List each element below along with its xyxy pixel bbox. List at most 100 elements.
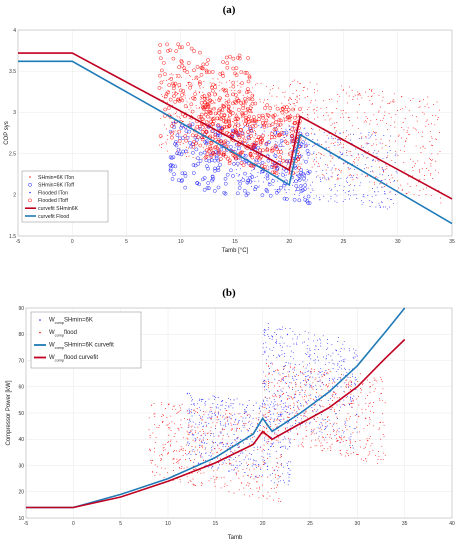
data-point: [397, 180, 399, 182]
data-point: [225, 462, 227, 464]
data-point: [163, 72, 167, 77]
data-point: [305, 352, 306, 354]
data-point: [170, 135, 174, 140]
data-point: [320, 422, 322, 423]
data-point: [315, 345, 317, 347]
data-point: [304, 412, 306, 414]
data-point: [318, 165, 320, 167]
data-point: [247, 141, 249, 143]
data-point: [343, 348, 345, 350]
data-point: [325, 436, 327, 438]
data-point: [171, 86, 176, 91]
data-point: [261, 405, 263, 407]
data-point: [268, 372, 270, 374]
data-point: [265, 435, 266, 437]
data-point: [318, 349, 319, 351]
data-point: [294, 366, 296, 368]
data-point: [344, 455, 346, 457]
data-point: [217, 457, 218, 459]
data-point: [262, 353, 264, 355]
data-point: [227, 119, 231, 123]
data-point: [183, 174, 188, 178]
data-point: [218, 435, 220, 437]
data-point: [347, 167, 349, 169]
data-point: [248, 414, 250, 416]
data-point: [358, 431, 360, 433]
data-point: [220, 108, 225, 113]
data-point: [293, 407, 295, 408]
data-point: [235, 430, 237, 432]
data-point: [302, 441, 304, 443]
data-point: [218, 133, 222, 138]
data-point: [374, 379, 376, 381]
data-point: [329, 153, 331, 155]
data-point: [293, 343, 295, 345]
data-point: [277, 180, 279, 182]
data-point: [271, 467, 273, 469]
data-point: [267, 431, 269, 433]
data-point: [297, 131, 299, 133]
data-point: [226, 433, 228, 435]
data-point: [255, 84, 256, 86]
data-point: [237, 445, 239, 446]
data-point: [220, 424, 222, 426]
data-point: [327, 400, 329, 402]
data-point: [287, 484, 289, 486]
data-point: [277, 418, 279, 420]
data-point: [180, 468, 182, 470]
data-point: [267, 141, 269, 143]
data-point: [304, 97, 306, 99]
data-point: [260, 425, 262, 426]
data-point: [211, 122, 215, 127]
data-point: [216, 113, 218, 115]
data-point: [328, 137, 330, 139]
data-point: [331, 408, 332, 410]
data-point: [263, 176, 265, 178]
data-point: [268, 365, 270, 367]
data-point: [202, 447, 204, 449]
data-point: [248, 400, 250, 402]
data-point: [289, 97, 291, 99]
data-point: [202, 150, 207, 155]
data-point: [208, 462, 210, 464]
data-point: [189, 121, 191, 123]
data-point: [201, 444, 203, 446]
data-point: [288, 155, 290, 157]
data-point: [347, 413, 349, 415]
data-point: [259, 136, 264, 141]
data-point: [257, 464, 259, 466]
data-point: [291, 131, 293, 132]
data-point: [296, 156, 301, 161]
data-point: [377, 159, 379, 161]
data-point: [266, 359, 268, 361]
data-point: [226, 443, 228, 445]
data-point: [253, 447, 255, 449]
data-point: [331, 437, 333, 439]
data-point: [267, 323, 269, 324]
data-point: [231, 84, 236, 89]
data-point: [171, 121, 172, 123]
data-point: [291, 412, 293, 414]
data-point: [292, 93, 294, 95]
legend-label: Flooded IToff: [38, 198, 68, 204]
data-point: [369, 418, 371, 420]
data-point: [345, 397, 347, 399]
x-axis-label-a: Tamb [°C]: [222, 248, 249, 254]
data-point: [251, 173, 253, 175]
data-point: [288, 362, 290, 364]
data-point: [290, 104, 292, 105]
data-point: [219, 139, 224, 144]
data-point: [184, 449, 186, 451]
data-point: [218, 412, 219, 414]
data-point: [250, 175, 255, 179]
data-point: [202, 100, 207, 105]
data-point: [254, 168, 256, 169]
data-point: [343, 361, 345, 363]
data-point: [212, 403, 214, 404]
data-point: [302, 112, 304, 114]
data-point: [406, 193, 408, 194]
data-point: [302, 438, 304, 440]
data-point: [276, 96, 278, 98]
data-point: [187, 438, 189, 440]
